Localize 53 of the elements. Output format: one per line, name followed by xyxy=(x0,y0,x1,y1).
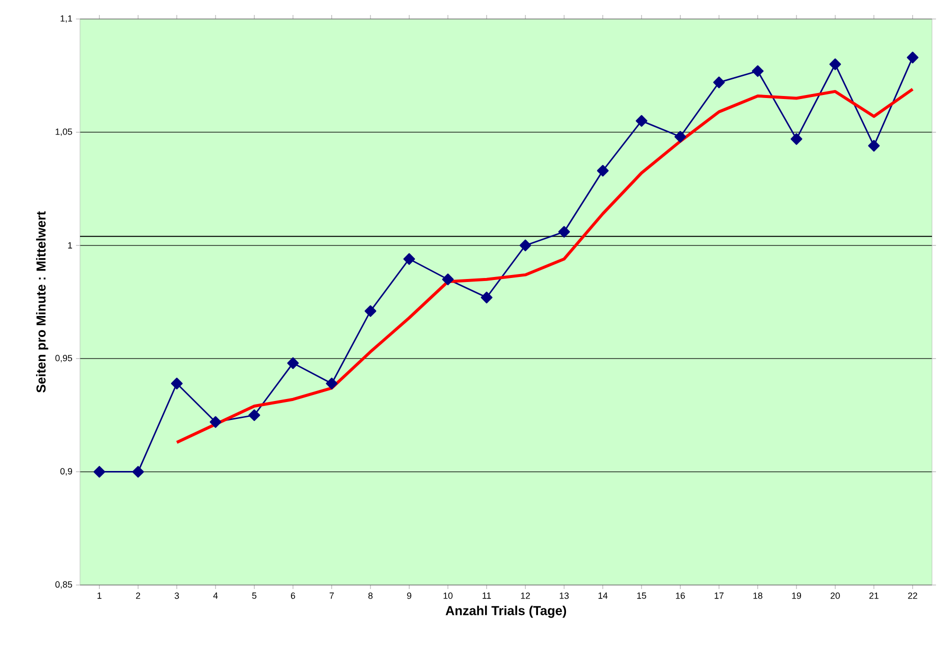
point xyxy=(170,378,183,390)
y-tick-label: 1 xyxy=(68,242,72,248)
point xyxy=(520,240,532,252)
x-tick-label: 22 xyxy=(908,592,918,599)
x-tick-label: 1 xyxy=(98,592,102,599)
x-tick-label: 18 xyxy=(753,592,762,599)
point xyxy=(868,140,880,152)
x-tick-label: 14 xyxy=(598,592,608,599)
x-tick-label: 13 xyxy=(560,592,569,599)
point xyxy=(326,378,338,390)
y-tick-label: 0,9 xyxy=(60,468,72,476)
x-tick-label: 5 xyxy=(252,592,256,599)
point xyxy=(403,253,416,265)
x-tick-label: 3 xyxy=(174,592,179,599)
x-tick-label: 12 xyxy=(521,592,530,599)
x-tick-label: 2 xyxy=(136,592,140,599)
point xyxy=(94,466,106,478)
point xyxy=(248,409,260,422)
x-tick-label: 19 xyxy=(792,592,802,599)
point xyxy=(636,115,648,127)
x-tick-label: 21 xyxy=(869,592,878,599)
point xyxy=(364,305,376,317)
line-series xyxy=(175,88,914,444)
x-tick-label: 11 xyxy=(482,592,491,599)
point xyxy=(480,292,492,304)
point xyxy=(442,274,454,286)
point xyxy=(906,52,918,64)
point xyxy=(210,416,222,428)
x-tick-label: 6 xyxy=(290,592,296,599)
x-tick-label: 17 xyxy=(714,592,724,599)
x-tick-label: 10 xyxy=(444,592,453,599)
point xyxy=(752,65,764,77)
x-tick-label: 16 xyxy=(676,592,685,599)
point xyxy=(597,164,609,177)
y-axis-title: Seiten pro Minute : Mittelwert xyxy=(36,211,48,393)
x-tick-label: 20 xyxy=(830,592,840,599)
x-tick-label: 8 xyxy=(368,592,373,599)
y-tick-label: 1,05 xyxy=(56,128,72,136)
point xyxy=(558,226,570,238)
point xyxy=(287,357,299,369)
point xyxy=(790,133,802,145)
point xyxy=(829,58,842,70)
x-axis-title: Anzahl Trials (Tage) xyxy=(446,606,566,618)
x-tick-label: 7 xyxy=(330,592,334,599)
x-tick-label: 15 xyxy=(637,592,646,599)
point xyxy=(713,76,725,88)
x-tick-label: 4 xyxy=(213,592,218,599)
y-tick-label: 1,1 xyxy=(60,15,72,23)
point xyxy=(132,466,144,478)
x-tick-label: 9 xyxy=(407,592,412,599)
y-tick-label: 0,95 xyxy=(55,354,72,362)
y-tick-label: 0,85 xyxy=(55,581,72,589)
point xyxy=(674,130,686,143)
